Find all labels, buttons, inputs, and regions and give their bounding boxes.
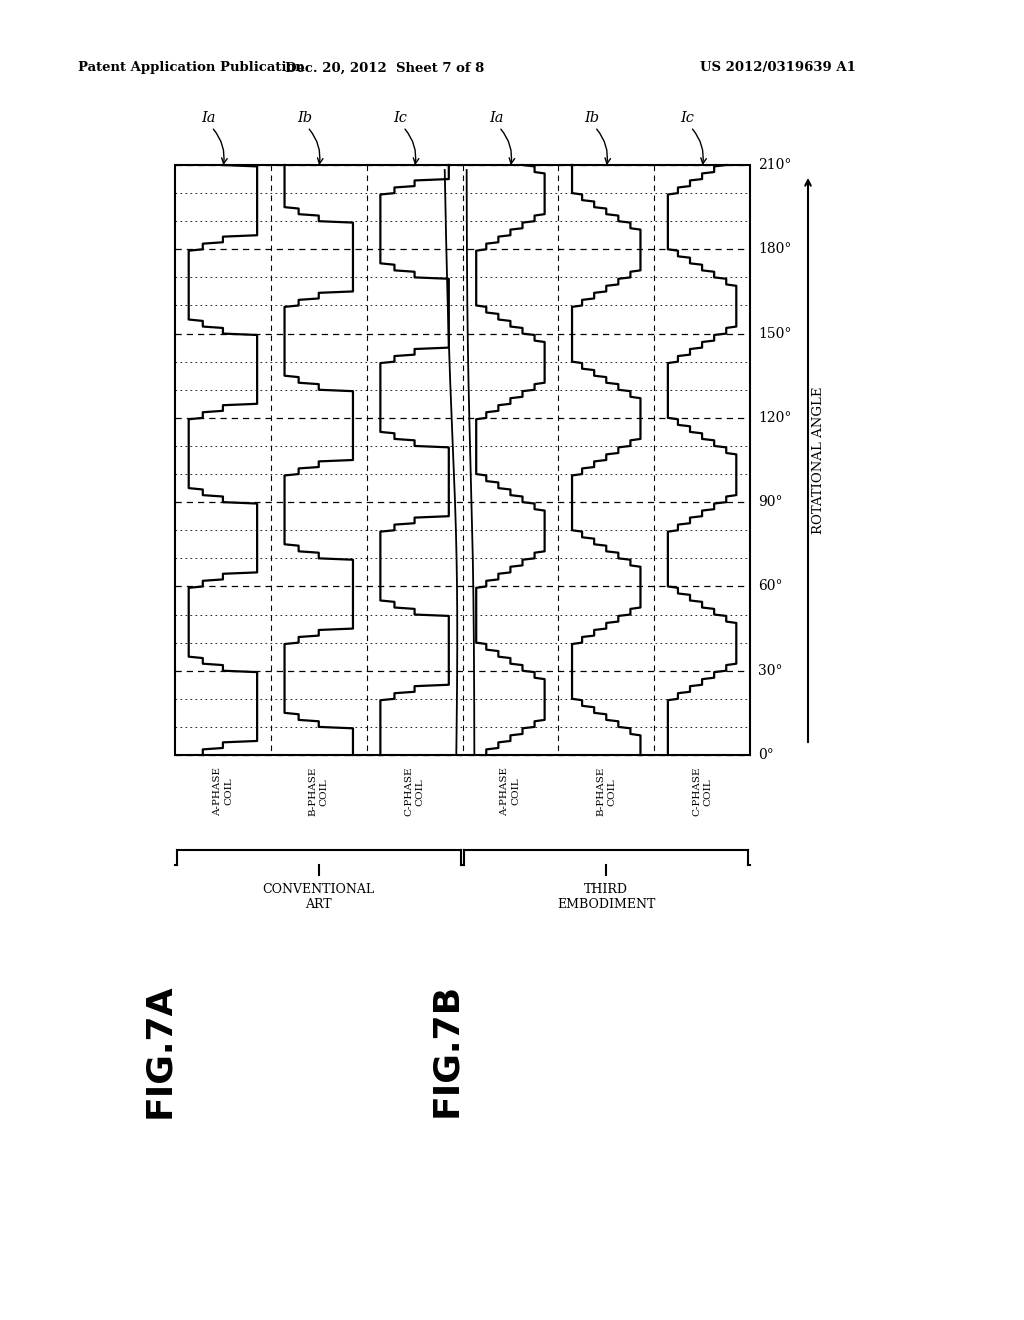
Text: C-PHASE
COIL: C-PHASE COIL (692, 767, 712, 817)
Text: 120°: 120° (758, 411, 792, 425)
Text: A-PHASE
COIL: A-PHASE COIL (501, 767, 520, 816)
Text: 60°: 60° (758, 579, 782, 594)
Text: Patent Application Publication: Patent Application Publication (78, 62, 305, 74)
Text: 30°: 30° (758, 664, 782, 677)
Bar (175, 165, 750, 755)
Text: C-PHASE
COIL: C-PHASE COIL (404, 767, 425, 817)
Text: 180°: 180° (758, 243, 792, 256)
Text: FIG.7B: FIG.7B (429, 983, 464, 1117)
Text: B-PHASE
COIL: B-PHASE COIL (596, 767, 616, 816)
Text: B-PHASE
COIL: B-PHASE COIL (308, 767, 329, 816)
Text: Ic: Ic (681, 111, 694, 125)
Text: Ib: Ib (297, 111, 312, 125)
Text: 210°: 210° (758, 158, 792, 172)
Text: Ib: Ib (585, 111, 599, 125)
Text: Ic: Ic (393, 111, 408, 125)
Text: 90°: 90° (758, 495, 782, 510)
Text: Ia: Ia (488, 111, 503, 125)
Text: THIRD
EMBODIMENT: THIRD EMBODIMENT (557, 883, 655, 911)
Text: Ia: Ia (202, 111, 216, 125)
Text: US 2012/0319639 A1: US 2012/0319639 A1 (700, 62, 856, 74)
Text: A-PHASE
COIL: A-PHASE COIL (213, 767, 233, 816)
Text: 0°: 0° (758, 748, 774, 762)
Text: Dec. 20, 2012  Sheet 7 of 8: Dec. 20, 2012 Sheet 7 of 8 (286, 62, 484, 74)
Text: ROTATIONAL ANGLE: ROTATIONAL ANGLE (811, 387, 824, 533)
Text: CONVENTIONAL
ART: CONVENTIONAL ART (263, 883, 375, 911)
Text: FIG.7A: FIG.7A (142, 983, 176, 1118)
Text: 150°: 150° (758, 326, 792, 341)
